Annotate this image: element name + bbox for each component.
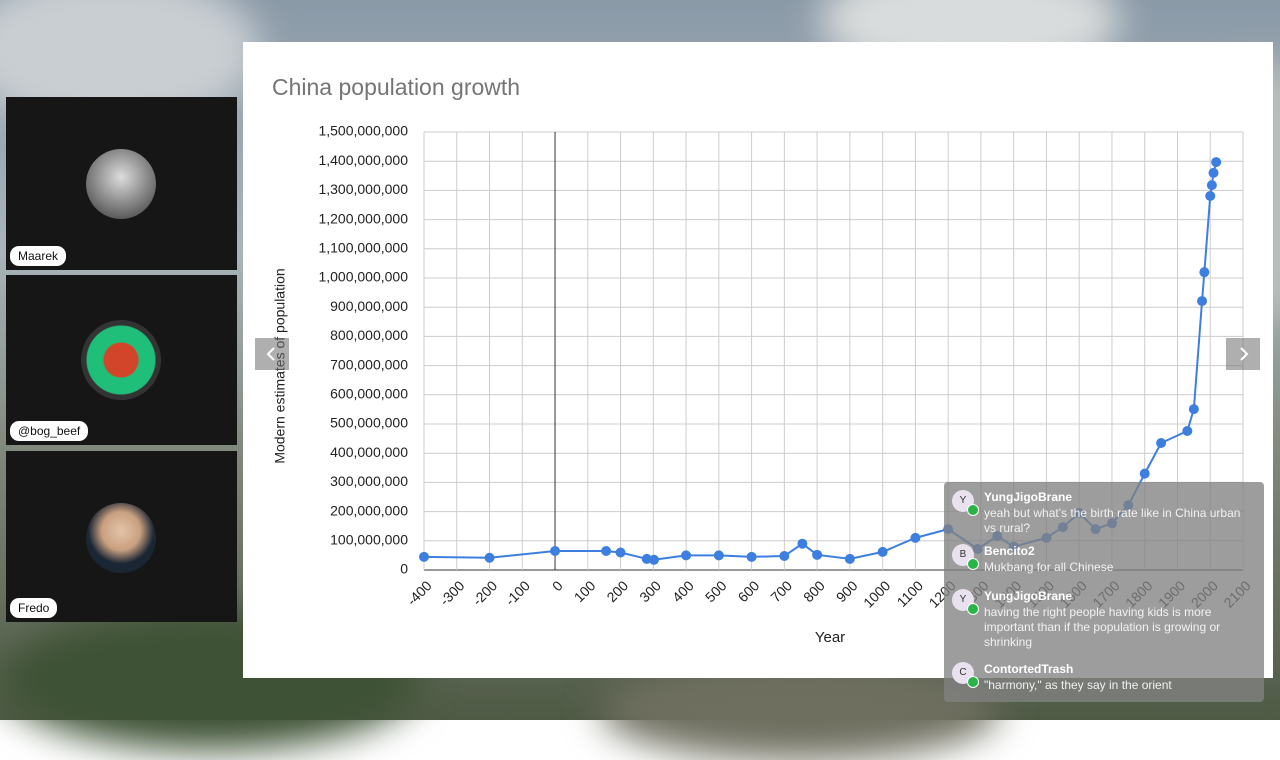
x-tick-label: 0 [549, 577, 566, 594]
y-tick-label: 1,200,000,000 [318, 210, 408, 226]
x-tick-label: -100 [502, 577, 533, 608]
data-point [601, 546, 612, 557]
y-tick-label: 1,300,000,000 [318, 181, 408, 197]
chat-text: "harmony," as they say in the orient [984, 678, 1172, 692]
chat-text: having the right people having kids is m… [984, 605, 1221, 649]
badge [967, 676, 979, 688]
x-tick-label: 800 [800, 577, 828, 605]
x-tick-label: 900 [833, 577, 861, 605]
data-point [1182, 426, 1193, 437]
badge [967, 504, 979, 516]
chat-text: yeah but what's the birth rate like in C… [984, 506, 1241, 535]
x-tick-label: 300 [636, 577, 664, 605]
chat-text: Mukbang for all Chinese [984, 560, 1114, 574]
avatar [86, 149, 156, 219]
data-point [1205, 190, 1216, 201]
data-point [1208, 167, 1219, 178]
y-tick-label: 500,000,000 [330, 415, 408, 431]
data-point [419, 551, 429, 562]
x-tick-label: -400 [404, 577, 435, 608]
data-point [910, 532, 921, 543]
chat-overlay: Y YungJigoBrane yeah but what's the birth … [944, 482, 1264, 702]
x-tick-label: 500 [702, 577, 730, 605]
data-point [844, 553, 855, 564]
data-point [1156, 437, 1167, 448]
badge [967, 558, 979, 570]
data-point [1211, 157, 1222, 168]
y-tick-label: 900,000,000 [330, 298, 408, 314]
y-tick-label: 1,500,000,000 [318, 123, 408, 139]
badge [967, 603, 979, 615]
data-point [746, 551, 757, 562]
avatar [81, 320, 161, 400]
data-point [1188, 404, 1199, 415]
data-point [779, 550, 790, 561]
data-point [797, 538, 808, 549]
participant-tile[interactable]: @bog_beef [6, 275, 237, 445]
y-tick-label: 0 [400, 561, 408, 577]
y-tick-label: 300,000,000 [330, 473, 408, 489]
chat-author: Bencito2 [984, 544, 1035, 558]
data-point [1197, 296, 1208, 307]
participant-tile[interactable]: Fredo [6, 451, 237, 622]
x-tick-label: 700 [767, 577, 795, 605]
chat-author: YungJigoBrane [984, 490, 1073, 504]
data-point [1139, 468, 1150, 479]
data-point [1206, 180, 1217, 191]
data-point [681, 550, 692, 561]
y-tick-label: 1,100,000,000 [318, 240, 408, 256]
data-point [713, 550, 724, 561]
next-slide-button[interactable] [1226, 338, 1260, 370]
y-tick-label: 600,000,000 [330, 386, 408, 402]
data-point [877, 546, 888, 557]
prev-icon [266, 347, 275, 361]
data-point [484, 552, 495, 563]
chat-author: YungJigoBrane [984, 589, 1073, 603]
data-point [1199, 267, 1210, 278]
y-tick-label: 100,000,000 [330, 532, 408, 548]
x-tick-label: -200 [469, 577, 500, 608]
y-tick-label: 800,000,000 [330, 327, 408, 343]
x-tick-label: -300 [436, 577, 467, 608]
participant-name: @bog_beef [10, 421, 89, 441]
prev-slide-button[interactable] [255, 338, 289, 370]
next-icon [1240, 347, 1249, 361]
data-point [550, 546, 561, 557]
participant-name: Maarek [10, 246, 67, 266]
x-tick-label: 1100 [894, 577, 927, 610]
participant-name: Fredo [10, 598, 58, 618]
chart-title: China population growth [272, 74, 520, 100]
y-tick-label: 700,000,000 [330, 356, 408, 372]
y-tick-label: 400,000,000 [330, 444, 408, 460]
data-point [812, 549, 823, 560]
y-tick-label: 1,400,000,000 [318, 152, 408, 168]
chat-author: ContortedTrash [984, 662, 1074, 676]
data-point [648, 554, 659, 565]
avatar [86, 503, 156, 573]
x-axis-label: Year [815, 629, 845, 646]
data-point [615, 547, 626, 558]
x-tick-label: 100 [571, 577, 599, 605]
y-tick-label: 1,000,000,000 [318, 269, 408, 285]
participant-tile[interactable]: Maarek [6, 97, 237, 270]
x-tick-label: 400 [669, 577, 697, 605]
y-tick-label: 200,000,000 [330, 502, 408, 518]
x-tick-label: 600 [735, 577, 763, 605]
x-tick-label: 1000 [860, 577, 893, 610]
x-tick-label: 200 [603, 577, 631, 605]
